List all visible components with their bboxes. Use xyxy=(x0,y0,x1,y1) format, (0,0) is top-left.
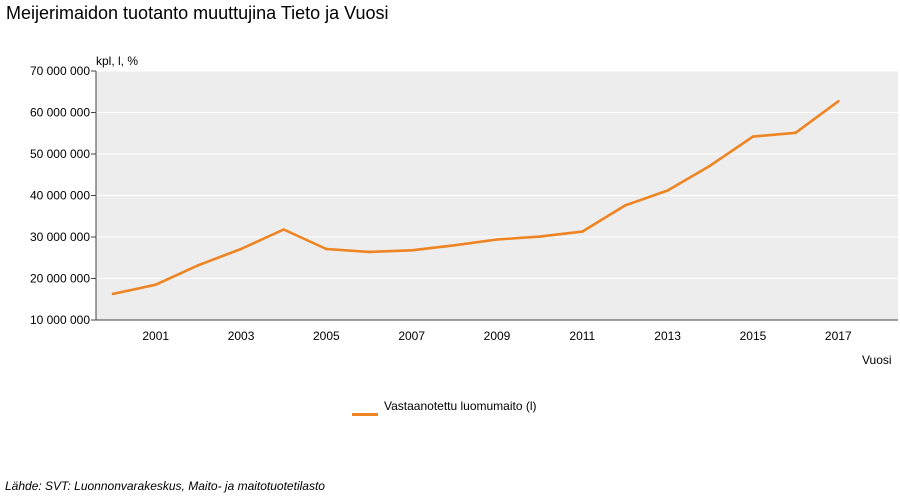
data-point xyxy=(410,248,413,252)
x-tick-label: 2013 xyxy=(654,329,681,343)
data-point xyxy=(538,235,541,238)
x-tick-label: 2005 xyxy=(313,329,340,343)
x-tick-label: 2017 xyxy=(825,329,852,343)
source-note: Lähde: SVT: Luonnonvarakeskus, Maito- ja… xyxy=(5,479,325,493)
data-point xyxy=(751,135,755,138)
data-point xyxy=(197,263,200,267)
legend-label: Vastaanotettu luomumaito (l) xyxy=(384,399,537,413)
x-tick-label: 2015 xyxy=(740,329,767,343)
series-line xyxy=(111,100,840,296)
y-tick-label: 20 000 000 xyxy=(30,272,90,286)
data-point xyxy=(623,204,627,207)
legend: Vastaanotettu luomumaito (l) xyxy=(352,399,552,435)
data-point xyxy=(325,247,328,251)
data-point xyxy=(154,283,158,287)
x-tick-label: 2007 xyxy=(398,329,425,343)
x-tick-label: 2009 xyxy=(484,329,511,343)
x-axis-label: Vuosi xyxy=(862,353,892,367)
y-tick-label: 40 000 000 xyxy=(30,189,90,203)
data-point xyxy=(794,131,797,135)
y-tick-label: 70 000 000 xyxy=(30,64,90,78)
y-axis-label: kpl, l, % xyxy=(96,54,139,68)
data-point xyxy=(111,292,115,296)
y-tick-label: 30 000 000 xyxy=(30,230,90,244)
chart-title: Meijerimaidon tuotanto muuttujina Tieto … xyxy=(6,3,389,23)
data-point xyxy=(581,230,584,233)
data-point xyxy=(666,189,669,192)
legend-swatch xyxy=(352,413,378,416)
data-point xyxy=(495,238,499,241)
y-tick-label: 10 000 000 xyxy=(30,313,90,327)
data-point xyxy=(836,99,840,103)
x-tick-label: 2001 xyxy=(142,329,169,343)
data-point xyxy=(708,164,712,167)
data-point xyxy=(239,247,243,251)
data-point xyxy=(282,228,286,231)
x-tick-label: 2003 xyxy=(228,329,255,343)
data-point xyxy=(367,250,371,254)
y-tick-label: 60 000 000 xyxy=(30,106,90,120)
y-tick-label: 50 000 000 xyxy=(30,147,90,161)
line-chart: 10 000 000 20 000 000 30 000 000 40 000 000… xyxy=(30,64,898,343)
x-tick-label: 2011 xyxy=(569,329,595,343)
data-point xyxy=(453,244,456,247)
